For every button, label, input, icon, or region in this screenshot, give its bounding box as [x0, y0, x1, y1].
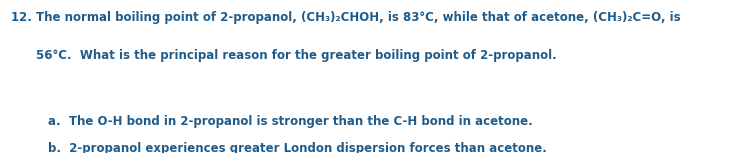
Text: 12. The normal boiling point of 2-propanol, (CH₃)₂CHOH, is 83°C, while that of a: 12. The normal boiling point of 2-propan…: [11, 11, 681, 24]
Text: b.  2-propanol experiences greater London dispersion forces than acetone.: b. 2-propanol experiences greater London…: [48, 142, 547, 153]
Text: 56°C.  What is the principal reason for the greater boiling point of 2-propanol.: 56°C. What is the principal reason for t…: [36, 49, 556, 62]
Text: a.  The O-H bond in 2-propanol is stronger than the C-H bond in acetone.: a. The O-H bond in 2-propanol is stronge…: [48, 115, 533, 128]
